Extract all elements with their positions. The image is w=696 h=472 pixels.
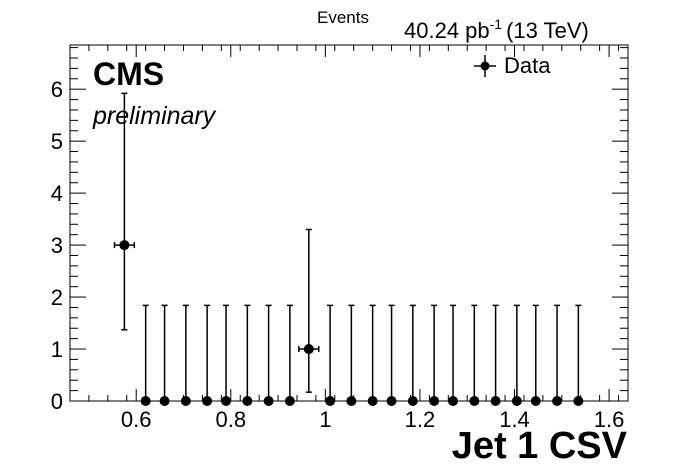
data-marker	[303, 344, 314, 355]
data-marker	[429, 396, 440, 406]
data-point	[298, 228, 320, 393]
y-tick-label: 4	[51, 181, 63, 206]
lumi-exponent: -1	[490, 16, 503, 32]
data-marker	[448, 396, 459, 406]
legend-marker-dot	[480, 61, 490, 71]
lumi-value: 40.24 pb	[404, 18, 490, 43]
data-marker	[180, 396, 191, 406]
data-marker	[511, 396, 522, 406]
data-point	[530, 304, 541, 406]
x-tick-label: 0.6	[121, 407, 152, 432]
data-marker	[346, 396, 357, 406]
legend-entry-data: Data	[504, 53, 551, 78]
data-marker	[221, 396, 232, 406]
y-axis-label: Events	[317, 8, 369, 27]
x-tick-label: 1	[319, 407, 331, 432]
y-tick-label: 5	[51, 129, 63, 154]
legend: Data	[474, 53, 551, 78]
data-marker	[140, 396, 151, 406]
data-point	[511, 304, 522, 406]
y-tick-label: 2	[51, 285, 63, 310]
data-marker	[263, 396, 274, 406]
x-tick-label: 1.6	[594, 407, 625, 432]
data-points	[113, 92, 584, 406]
data-point	[284, 304, 295, 406]
data-marker	[469, 396, 480, 406]
data-point	[202, 304, 213, 406]
data-point	[113, 92, 136, 331]
y-tick-label: 3	[51, 233, 63, 258]
data-point	[490, 304, 501, 406]
data-point	[180, 304, 191, 406]
data-marker	[119, 240, 130, 251]
data-point	[469, 304, 480, 406]
data-marker	[159, 396, 170, 406]
data-marker	[284, 396, 295, 406]
data-marker	[202, 396, 213, 406]
data-point	[140, 304, 151, 406]
data-marker	[573, 396, 584, 406]
data-point	[573, 304, 584, 406]
luminosity-label: 40.24 pb-1 (13 TeV)	[404, 16, 589, 43]
y-tick-label: 0	[51, 389, 63, 414]
status-label: preliminary	[92, 102, 217, 130]
data-point	[367, 304, 378, 406]
y-tick-label: 6	[51, 77, 63, 102]
data-point	[552, 304, 563, 406]
data-marker	[530, 396, 541, 406]
data-point	[407, 304, 418, 406]
y-tick-label: 1	[51, 337, 63, 362]
data-point	[346, 304, 357, 406]
data-point	[242, 304, 253, 406]
axis-tick-labels: 0.6 0.8 1 1.2 1.4 1.6 0 1 2 3 4 5 6	[51, 77, 625, 432]
data-point	[325, 304, 336, 406]
data-marker	[367, 396, 378, 406]
data-marker	[242, 396, 253, 406]
x-tick-label: 0.8	[215, 407, 246, 432]
x-axis-label: Jet 1 CSV	[452, 425, 628, 467]
data-marker	[552, 396, 563, 406]
data-point	[221, 304, 232, 406]
x-tick-label: 1.4	[499, 407, 530, 432]
experiment-label: CMS	[93, 56, 164, 92]
data-marker	[386, 396, 397, 406]
plot-frame	[69, 44, 629, 402]
axis-ticks	[70, 45, 628, 402]
data-marker	[407, 396, 418, 406]
data-marker	[325, 396, 336, 406]
data-point	[159, 304, 170, 406]
energy-label: (13 TeV)	[506, 18, 589, 43]
data-marker	[490, 396, 501, 406]
data-point	[429, 304, 440, 406]
data-point	[263, 304, 274, 406]
data-point	[386, 304, 397, 406]
x-tick-label: 1.2	[405, 407, 436, 432]
data-point	[448, 304, 459, 406]
